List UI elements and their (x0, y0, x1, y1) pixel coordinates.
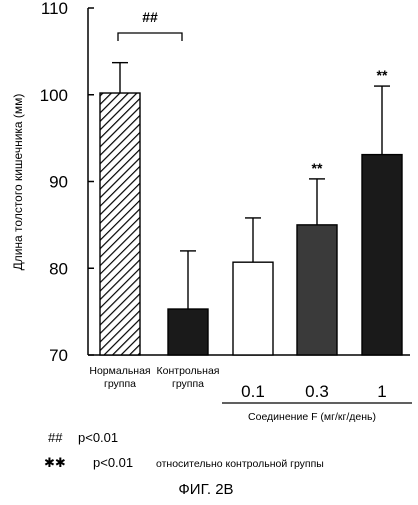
bar-f01 (232, 261, 274, 356)
footnote-2-text: p<0.01 (93, 455, 133, 470)
bar-f03 (296, 224, 338, 356)
footnote-1-text: p<0.01 (78, 430, 118, 445)
bar-f1 (361, 153, 403, 356)
dose-label-f03: 0.3 (305, 382, 329, 401)
significance-f1: ** (377, 67, 388, 83)
bar-control (167, 308, 209, 356)
group-label: Соединение F (мг/кг/день) (248, 411, 376, 423)
figure-caption: ФИГ. 2В (178, 481, 233, 498)
axis-layer: 70 80 90 100 110 (40, 0, 410, 365)
y-tick-label: 100 (40, 86, 68, 105)
footnote-2-suffix: относительно контрольной группы (156, 458, 324, 470)
significance-bracket (117, 32, 183, 41)
bracket-label: ## (142, 9, 158, 25)
footnote-1-symbol: ## (48, 430, 63, 445)
x-label-control-1: группа (172, 378, 204, 390)
x-label-normal-1: группа (104, 378, 136, 390)
bar-normal (99, 92, 141, 356)
footnote-2-symbol: ✱✱ (44, 455, 66, 470)
x-label-normal-0: Нормальная (89, 365, 150, 377)
y-axis-label: Длина толстого кишечника (мм) (11, 94, 25, 271)
y-tick-label: 70 (49, 346, 68, 365)
x-label-control-0: Контрольная (157, 365, 220, 377)
dose-label-f1: 1 (377, 382, 386, 401)
y-tick-label: 80 (49, 259, 68, 278)
bars-layer (99, 61, 403, 356)
dose-label-f01: 0.1 (241, 382, 265, 401)
y-tick-label: 110 (41, 0, 68, 18)
y-tick-label: 90 (49, 173, 68, 192)
significance-f03: ** (312, 160, 323, 176)
